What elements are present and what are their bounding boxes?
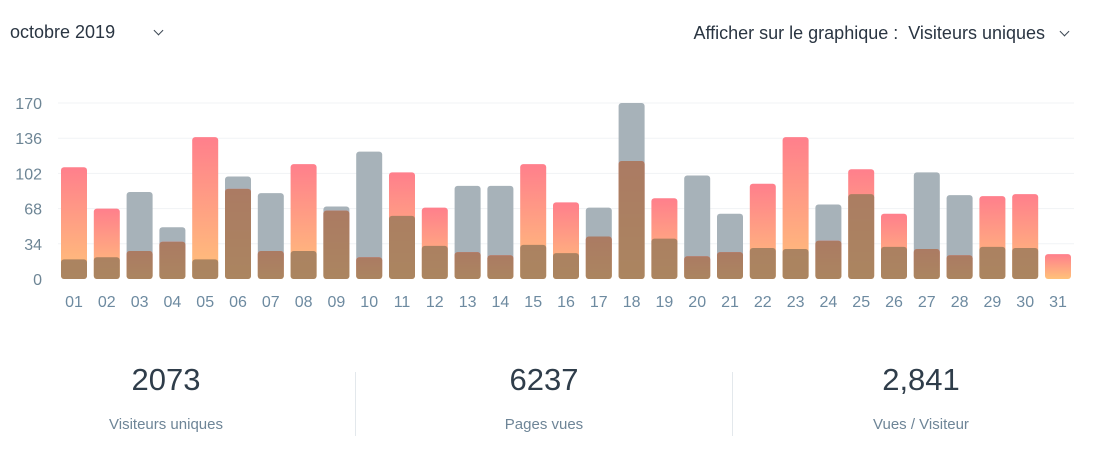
x-tick-label: 27 — [918, 294, 936, 311]
x-tick-label: 03 — [131, 294, 149, 311]
bar-series-1 — [1045, 254, 1071, 279]
stat-unique-visitors: 2073 Visiteurs uniques — [66, 360, 266, 433]
x-tick-label: 07 — [262, 294, 280, 311]
bar-series-2 — [61, 259, 87, 279]
chevron-down-icon — [153, 25, 164, 35]
bar-series-2 — [881, 246, 907, 279]
bar-series-2 — [126, 251, 153, 279]
x-tick-label: 05 — [196, 294, 214, 311]
bar-series-1 — [356, 151, 383, 279]
bar-series-2 — [848, 194, 875, 279]
bar-series-2 — [487, 255, 514, 279]
x-tick-label: 20 — [688, 294, 706, 311]
stat-value: 2,841 — [882, 362, 960, 397]
stat-value: 6237 — [509, 362, 579, 397]
stat-divider — [355, 372, 356, 436]
chart-display-prefix: Afficher sur le graphique : — [693, 22, 899, 43]
x-tick-label: 30 — [1016, 294, 1034, 311]
x-tick-label: 28 — [951, 294, 969, 311]
x-tick-label: 11 — [394, 294, 411, 311]
x-tick-label: 29 — [984, 294, 1002, 311]
chart-display-value: Visiteurs uniques — [908, 22, 1045, 43]
bar-series-2 — [454, 252, 481, 279]
x-axis: 01 02 03 04 05 06 07 08 09 10 11 12 13 14 15 16 17 18 19 20… — [65, 294, 1067, 311]
bar-series-2 — [684, 256, 711, 279]
bar-series-2 — [651, 238, 678, 279]
bar-series-1 — [290, 164, 317, 279]
x-tick-label: 01 — [65, 294, 83, 311]
bar-series-2 — [717, 252, 743, 279]
bar-series-1 — [684, 175, 711, 279]
bar-series-2 — [979, 246, 1006, 279]
bar-series-1 — [61, 167, 87, 279]
bar-series-1 — [192, 137, 219, 279]
x-tick-label: 04 — [164, 294, 182, 311]
stat-label: Vues / Visiteur — [873, 416, 969, 433]
chart-bars — [61, 103, 1071, 279]
x-tick-label: 24 — [820, 294, 838, 311]
bar-series-2 — [421, 245, 448, 279]
bar-series-2 — [553, 253, 579, 279]
bar-series-2 — [225, 188, 251, 279]
x-tick-label: 23 — [787, 294, 805, 311]
x-tick-label: 02 — [98, 294, 116, 311]
y-tick-label: 34 — [24, 237, 42, 254]
bar-series-2 — [93, 257, 120, 279]
bar-series-2 — [290, 251, 317, 279]
x-tick-label: 14 — [492, 294, 510, 311]
x-tick-label: 21 — [721, 294, 739, 311]
chart-display-select[interactable]: Afficher sur le graphique : Visiteurs un… — [693, 21, 1070, 45]
y-tick-label: 0 — [33, 272, 42, 289]
x-tick-label: 12 — [426, 294, 444, 311]
stat-value: 2073 — [131, 362, 201, 397]
y-tick-label: 102 — [15, 166, 42, 183]
bar-series-2 — [389, 215, 415, 279]
y-tick-label: 68 — [24, 202, 42, 219]
x-tick-label: 06 — [229, 294, 247, 311]
bar-series-1 — [782, 137, 809, 279]
month-select-label: octobre 2019 — [10, 21, 116, 42]
x-tick-label: 16 — [557, 294, 575, 311]
x-tick-label: 22 — [754, 294, 772, 311]
stat-page-views: 6237 Pages vues — [444, 360, 644, 433]
x-tick-label: 08 — [295, 294, 313, 311]
x-tick-label: 25 — [852, 294, 870, 311]
x-tick-label: 15 — [524, 294, 542, 311]
stat-label: Pages vues — [504, 416, 584, 433]
x-tick-label: 31 — [1049, 294, 1067, 311]
x-tick-label: 18 — [623, 294, 641, 311]
bar-series-2 — [815, 240, 842, 279]
bar-series-2 — [749, 247, 776, 279]
y-tick-label: 136 — [15, 131, 42, 148]
x-tick-label: 10 — [360, 294, 378, 311]
bar-series-2 — [585, 236, 612, 279]
bar-series-2 — [1012, 247, 1039, 279]
bar-series-2 — [520, 244, 547, 279]
stat-divider — [732, 372, 733, 436]
bar-series-2 — [192, 259, 219, 279]
x-tick-label: 19 — [656, 294, 674, 311]
month-select[interactable]: octobre 2019 — [10, 20, 164, 44]
x-tick-label: 17 — [590, 294, 608, 311]
x-tick-label: 26 — [885, 294, 903, 311]
bar-series-2 — [618, 160, 645, 279]
stats-summary: 2073 Visiteurs uniques 6237 Pages vues 2… — [0, 360, 1104, 440]
x-tick-label: 13 — [459, 294, 477, 311]
stat-views-per-visitor: 2,841 Vues / Visiteur — [821, 360, 1021, 433]
bar-series-2 — [323, 210, 350, 279]
bar-series-2 — [946, 255, 973, 279]
bar-series-2 — [257, 251, 284, 279]
y-tick-label: 170 — [15, 96, 42, 113]
stat-label: Visiteurs uniques — [109, 416, 223, 433]
bar-series-2 — [782, 248, 809, 279]
bar-series-2 — [356, 257, 383, 279]
x-tick-label: 09 — [328, 294, 346, 311]
bar-chart: 0 34 68 102 136 170 01 02 03 04 05 06 07 08 09 10 11 12 1… — [15, 96, 1074, 311]
chevron-down-icon — [1059, 26, 1070, 36]
bar-series-2 — [913, 248, 940, 279]
bar-series-2 — [159, 241, 186, 279]
y-axis: 0 34 68 102 136 170 — [15, 96, 42, 289]
